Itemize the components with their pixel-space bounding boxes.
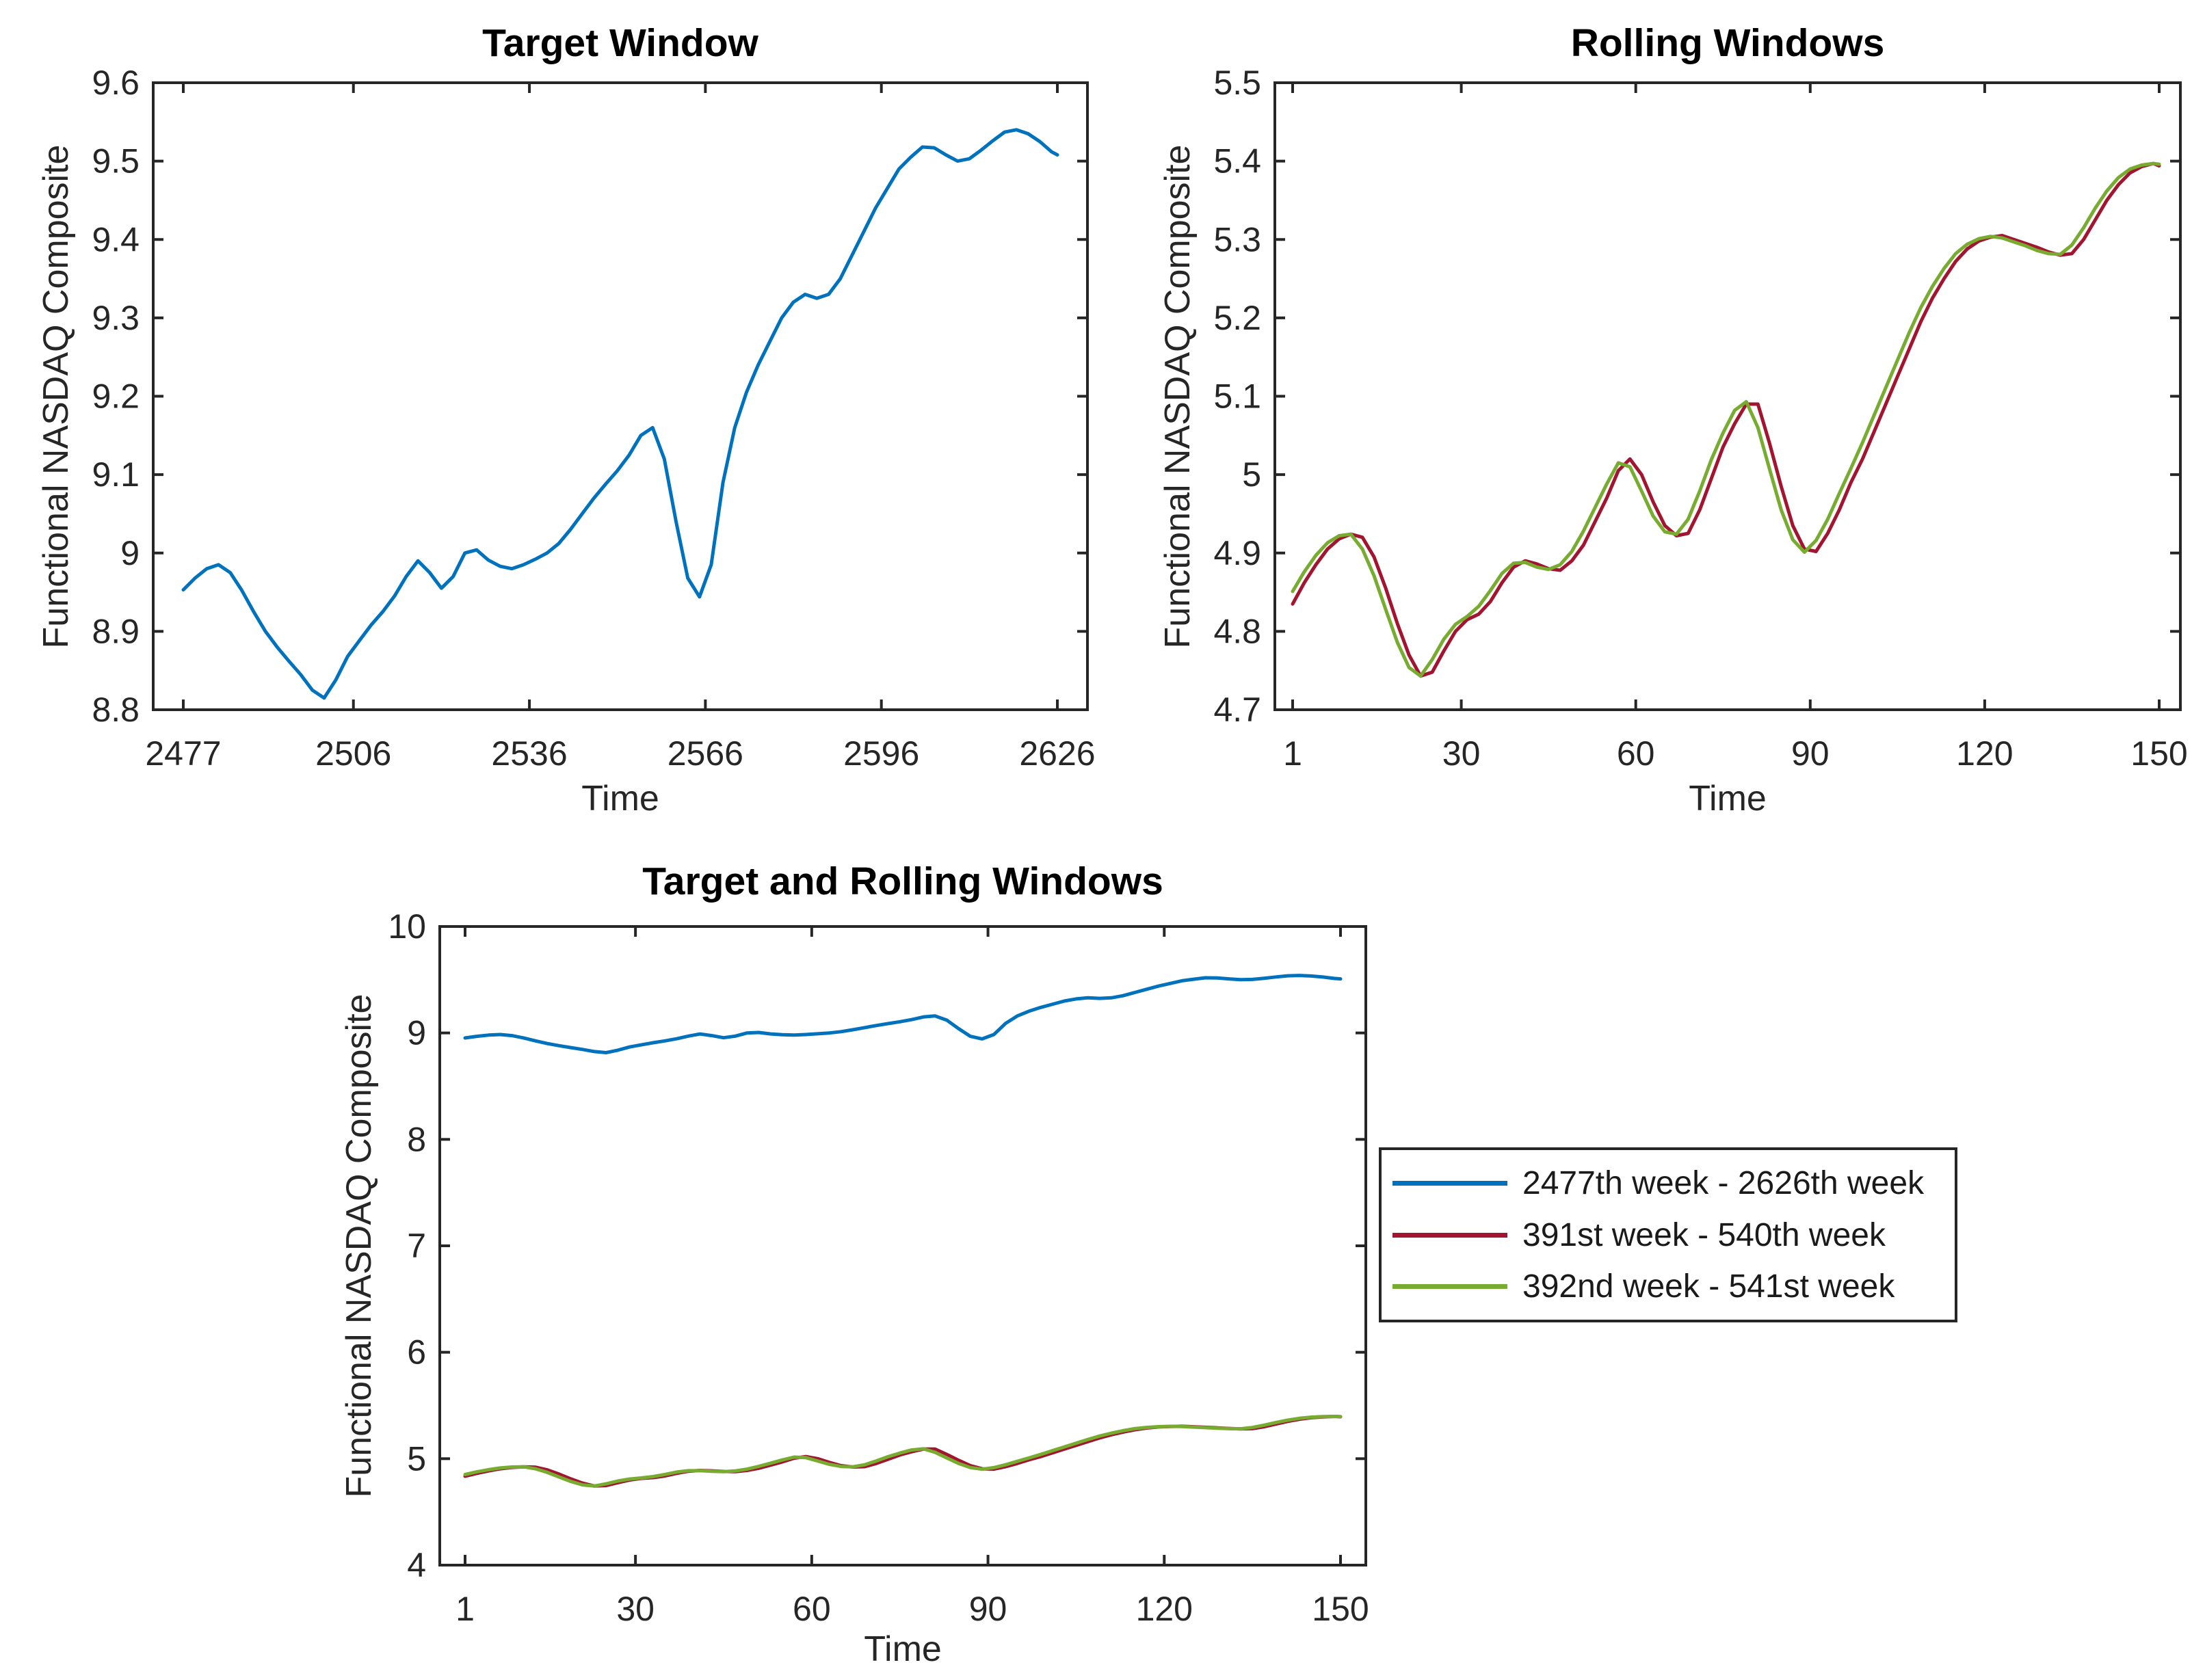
y-tick-label: 6 (407, 1333, 426, 1372)
x-tick-label: 90 (969, 1590, 1007, 1628)
y-tick-label: 8 (407, 1120, 426, 1158)
rolling-windows-xlabel: Time (1689, 779, 1767, 818)
x-tick-label: 2566 (668, 734, 743, 773)
x-tick-label: 2506 (315, 734, 391, 773)
y-tick-label: 9 (120, 534, 140, 572)
legend-entry: 392nd week - 541st week (1382, 1268, 1955, 1305)
legend-label: 392nd week - 541st week (1522, 1268, 1895, 1305)
y-tick-label: 5.1 (1213, 377, 1261, 416)
series-line-target-and-rolling-windows-0072BD (463, 974, 1343, 1054)
y-tick-label: 8.9 (92, 612, 140, 650)
x-tick-label: 120 (1956, 734, 2013, 773)
legend-line-sample-green (1392, 1284, 1507, 1290)
x-tick-label: 60 (793, 1590, 831, 1628)
y-tick-label: 9.4 (92, 220, 140, 258)
target-and-rolling-windows-xlabel: Time (864, 1629, 942, 1669)
legend-entry: 391st week - 540th week (1382, 1216, 1955, 1254)
y-tick-label: 5 (407, 1439, 426, 1478)
y-tick-label: 9.2 (92, 377, 140, 416)
x-tick-label: 90 (1791, 734, 1830, 773)
x-tick-label: 2536 (491, 734, 567, 773)
y-tick-label: 4.8 (1213, 612, 1261, 650)
target-window-axis-box (152, 81, 1089, 711)
y-tick-label: 7 (407, 1227, 426, 1265)
target-and-rolling-windows-ylabel: Functional NASDAQ Composite (339, 994, 379, 1498)
x-tick-label: 2626 (1019, 734, 1095, 773)
y-tick-label: 9 (407, 1014, 426, 1052)
target-window-title: Target Window (482, 21, 758, 65)
y-tick-label: 9.1 (92, 455, 140, 494)
series-line-target-window-0072BD (181, 128, 1059, 700)
x-tick-label: 30 (616, 1590, 655, 1628)
x-tick-label: 2596 (843, 734, 919, 773)
x-tick-label: 30 (1442, 734, 1481, 773)
series-line-rolling-windows-A2142F (1291, 161, 2161, 678)
x-tick-label: 120 (1136, 1590, 1193, 1628)
y-tick-label: 4.9 (1213, 534, 1261, 572)
y-tick-label: 5.5 (1213, 64, 1261, 102)
target-window-xlabel: Time (581, 779, 659, 818)
rolling-windows-title: Rolling Windows (1570, 21, 1885, 65)
x-tick-label: 1 (1283, 734, 1302, 773)
rolling-windows-axis-box (1273, 81, 2182, 711)
y-tick-label: 9.3 (92, 299, 140, 337)
legend: 2477th week - 2626th week 391st week - 5… (1379, 1147, 1957, 1322)
target-and-rolling-windows-title: Target and Rolling Windows (642, 859, 1163, 903)
y-tick-label: 5.4 (1213, 142, 1261, 181)
y-tick-label: 5.2 (1213, 299, 1261, 337)
legend-line-sample-blue (1392, 1180, 1507, 1186)
y-tick-label: 4 (407, 1546, 426, 1584)
rolling-windows-ylabel: Functional NASDAQ Composite (1158, 144, 1198, 649)
x-tick-label: 1 (455, 1590, 475, 1628)
legend-entry: 2477th week - 2626th week (1382, 1164, 1955, 1202)
legend-label: 2477th week - 2626th week (1522, 1164, 1925, 1201)
y-tick-label: 4.7 (1213, 691, 1261, 729)
x-tick-label: 150 (1312, 1590, 1369, 1628)
y-tick-label: 10 (388, 907, 426, 946)
series-line-rolling-windows-77AC30 (1291, 161, 2161, 678)
y-tick-label: 9.6 (92, 64, 140, 102)
x-tick-label: 60 (1617, 734, 1655, 773)
y-tick-label: 8.8 (92, 691, 140, 729)
series-line-target-and-rolling-windows-77AC30 (463, 1415, 1343, 1488)
y-tick-label: 5.3 (1213, 220, 1261, 258)
x-tick-label: 150 (2130, 734, 2187, 773)
y-tick-label: 5 (1242, 455, 1261, 494)
target-window-ylabel: Functional NASDAQ Composite (36, 144, 76, 649)
legend-label: 391st week - 540th week (1522, 1216, 1886, 1253)
legend-line-sample-red (1392, 1232, 1507, 1238)
y-tick-label: 9.5 (92, 142, 140, 181)
x-tick-label: 2477 (145, 734, 221, 773)
